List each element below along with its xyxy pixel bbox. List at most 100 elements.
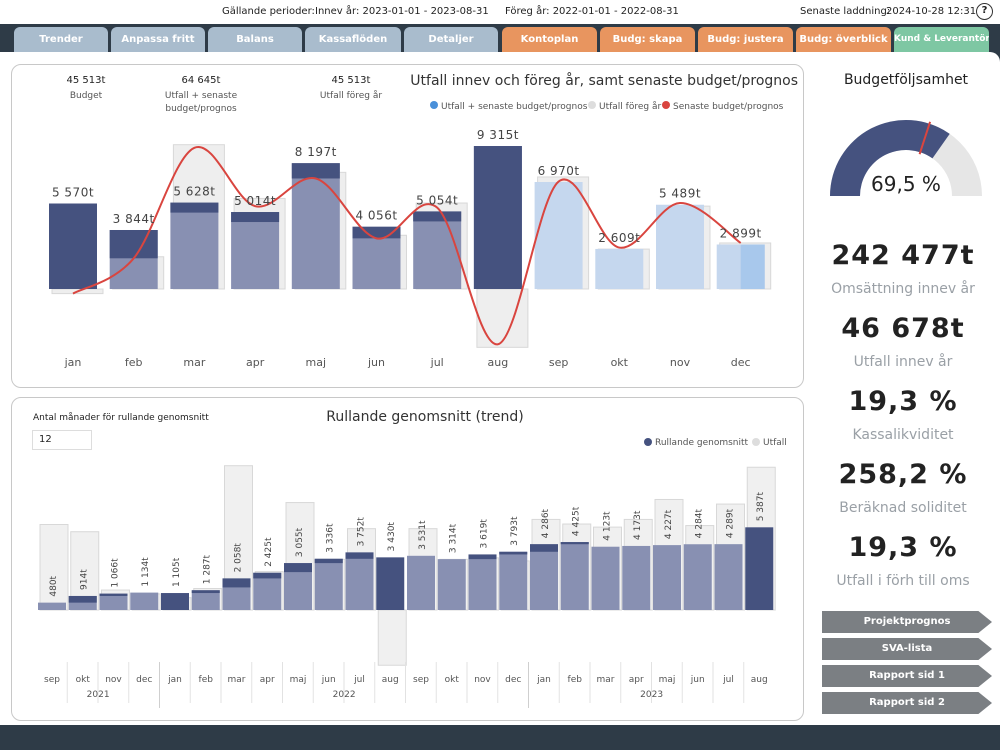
x-tick-label: aug (751, 675, 768, 685)
legend-marker (752, 438, 760, 446)
bar-actual (413, 211, 462, 289)
bar-actual (656, 204, 704, 289)
x-tick-label: mar (183, 356, 205, 369)
bar-rolling-average (161, 593, 189, 610)
rolling-months-input[interactable]: 12 (32, 430, 92, 450)
bar-utfall (39, 524, 69, 611)
kpi-utfall-value: 46 678t (841, 313, 965, 344)
kpi-utfall-label: Utfall innev år (853, 354, 953, 370)
x-year-label: 2021 (87, 690, 110, 700)
gauge-target-marker (918, 121, 932, 155)
x-tick-label: aug (488, 356, 509, 369)
bar-rolling-increase (530, 544, 558, 552)
kpi-kassalikviditet-label: Kassalikviditet (852, 427, 954, 443)
bar-value-label: 5 570t (52, 186, 94, 200)
x-tick-label: okt (76, 675, 91, 685)
x-tick-label: mar (597, 675, 615, 685)
bar-rolling-average (468, 554, 497, 610)
x-tick-label: apr (246, 356, 265, 369)
bar-rolling-average (314, 558, 343, 610)
bar-value-label: 9 315t (477, 128, 519, 142)
bar-rolling-increase (345, 552, 374, 559)
bar-actual-highlight (473, 146, 522, 289)
x-tick-label: sep (44, 675, 60, 685)
current-year-period: Innev år: 2023-01-01 - 2023-08-31 (315, 6, 489, 17)
tab-kassafloden[interactable]: Kassaflöden (305, 27, 401, 52)
bar-rolling-average (130, 592, 159, 610)
tab-anpassa-fritt[interactable]: Anpassa fritt (111, 27, 205, 52)
tab-balans[interactable]: Balans (208, 27, 302, 52)
tab-budg-skapa[interactable]: Budg: skapa (600, 27, 695, 52)
projektprognos-button[interactable]: Projektprognos (822, 611, 992, 633)
bar-value-label: 4 284t (695, 508, 705, 538)
bar-utfall (377, 609, 407, 666)
summary-label: Utfall + senaste (165, 91, 238, 101)
budget-line (72, 146, 742, 346)
x-tick-label: okt (445, 675, 460, 685)
legend-marker (662, 101, 670, 109)
tab-trender[interactable]: Trender (14, 27, 108, 52)
tab-budg-overblick[interactable]: Budg: överblick (796, 27, 891, 52)
bar-rolling-increase (222, 578, 251, 588)
bar-value-label: 3 844t (113, 212, 155, 226)
bar-rolling-increase (499, 551, 528, 555)
bar-value-label: 3 430t (387, 522, 397, 552)
bar-rolling-increase (314, 558, 343, 564)
bar-rolling-increase (68, 595, 97, 603)
summary-value: 45 513t (67, 75, 106, 86)
bar-value-label: 2 058t (234, 543, 244, 573)
x-tick-label: dec (136, 675, 152, 685)
rapport-sid-2-button[interactable]: Rapport sid 2 (822, 692, 992, 714)
bar-actual (291, 163, 340, 289)
bar-rolling-increase (560, 542, 589, 545)
tab-detaljer[interactable]: Detaljer (404, 27, 498, 52)
bar-rolling-average (253, 572, 282, 610)
bar-rolling-increase (253, 572, 282, 579)
help-icon[interactable]: ? (976, 3, 993, 20)
bar-value-label: 5 489t (659, 187, 701, 201)
bar-rolling-increase (99, 593, 128, 596)
bar-value-label: 4 227t (664, 509, 674, 539)
x-tick-label: nov (670, 356, 691, 369)
bar-rolling-average (591, 546, 620, 610)
x-tick-label: jan (536, 675, 551, 685)
sva-lista-button[interactable]: SVA-lista (822, 638, 992, 660)
bar-actual-highlight (170, 202, 219, 213)
bar-value-label: 2 425t (264, 537, 274, 567)
bar-actual-highlight (231, 212, 280, 223)
chart-panel-utfall: 45 513t Budget 64 645t Utfall + senaste budg… (11, 64, 804, 388)
x-tick-label: maj (306, 356, 327, 369)
tab-budg-justera[interactable]: Budg: justera (698, 27, 793, 52)
bar-value-label: 914t (80, 569, 90, 590)
x-tick-label: feb (125, 356, 143, 369)
bar-value-label: 480t (49, 575, 59, 596)
legend-label: Utfall föreg år (599, 101, 661, 112)
bar-value-label: 6 970t (538, 164, 580, 178)
bar-value-label: 3 793t (510, 516, 520, 546)
x-tick-label: jan (167, 675, 182, 685)
bar-rolling-average (376, 557, 405, 610)
bar-actual (231, 212, 280, 289)
tab-kontoplan[interactable]: Kontoplan (502, 27, 597, 52)
bar-rolling-average (38, 602, 66, 610)
rapport-sid-1-button[interactable]: Rapport sid 1 (822, 665, 992, 687)
gauge-budget-compliance: Budgetföljsamhet 69,5 % (830, 72, 982, 196)
bar-rolling-increase (191, 590, 220, 594)
x-tick-label: sep (413, 675, 429, 685)
last-load-value: 2024-10-28 12:31 (886, 6, 977, 17)
bar-actual (534, 182, 583, 289)
bar-value-label: 5 628t (173, 185, 215, 199)
tab-kund-leverantor[interactable]: Kund & Leverantör (894, 27, 989, 52)
summary-value: 64 645t (182, 75, 221, 86)
rolling-control-label: Antal månader för rullande genomsnitt (33, 412, 209, 423)
bar-actual (595, 248, 644, 289)
bar-value-label: 2 609t (598, 231, 640, 245)
x-tick-label: jun (367, 356, 385, 369)
x-tick-label: jul (722, 675, 734, 685)
bar-actual-highlight (413, 211, 462, 222)
bar-value-label: 5 014t (234, 194, 276, 208)
x-tick-label: apr (260, 675, 275, 685)
bar-rolling-average (560, 542, 589, 610)
x-tick-label: nov (105, 675, 122, 685)
x-tick-label: jun (690, 675, 705, 685)
